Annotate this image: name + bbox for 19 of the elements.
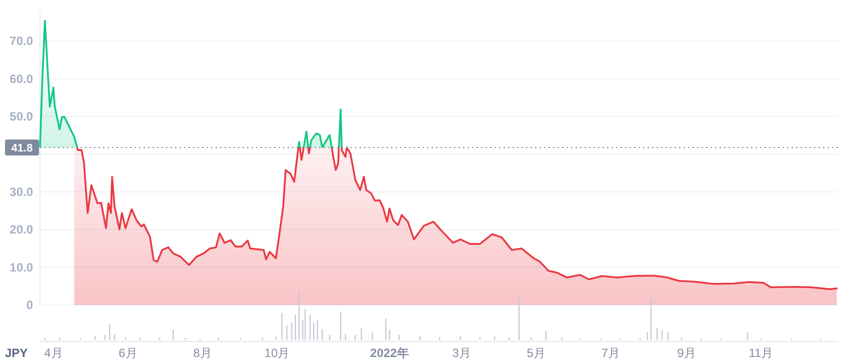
x-tick-label: 9月 <box>677 346 696 360</box>
y-tick-label: 70.0 <box>10 34 34 48</box>
y-tick-label: 0 <box>26 298 34 312</box>
y-tick-label: 30.0 <box>10 184 34 199</box>
x-tick-label: 7月 <box>601 346 620 360</box>
x-tick-label: 3月 <box>452 346 471 360</box>
y-axis-title: JPY <box>5 346 28 360</box>
x-tick-label: 10月 <box>264 346 290 360</box>
x-tick-label: 11月 <box>748 346 774 360</box>
x-tick-label: 2022年 <box>370 346 409 360</box>
y-tick-label: 50.0 <box>10 110 34 124</box>
y-tick-label: 10.0 <box>10 260 34 274</box>
x-tick-label: 8月 <box>193 346 212 360</box>
x-tick-label: 6月 <box>118 346 138 360</box>
y-tick-label: 20.0 <box>10 222 34 237</box>
ref-line-label: 41.8 <box>11 142 33 154</box>
x-tick-label: 5月 <box>526 346 546 360</box>
x-tick-label: 4月 <box>44 346 63 360</box>
y-tick-label: 60.0 <box>10 72 34 86</box>
